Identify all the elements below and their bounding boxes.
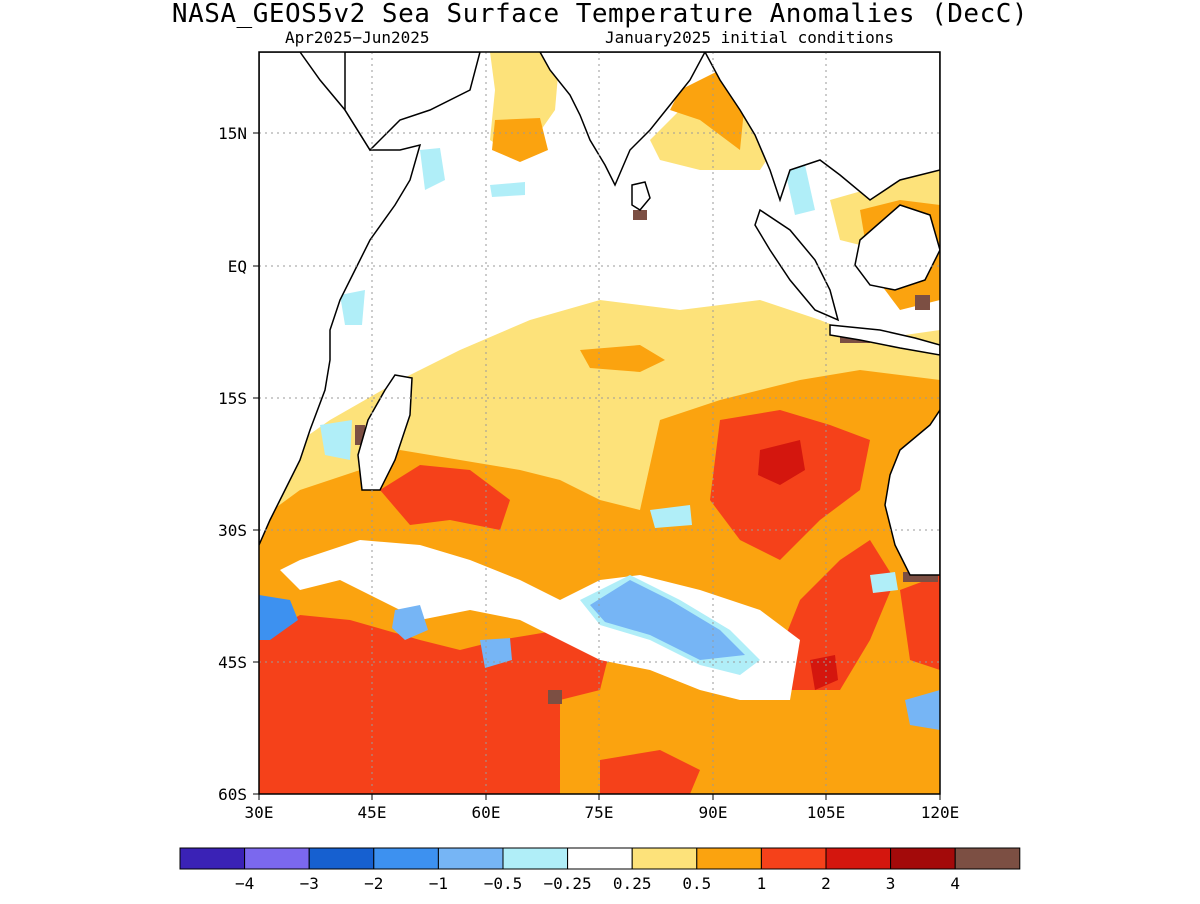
colorbar-swatch (567, 847, 633, 870)
colorbar-swatch (825, 847, 892, 870)
colorbar-label: 2 (821, 874, 831, 893)
lon-label: 30E (245, 803, 274, 822)
lat-label: 60S (218, 785, 247, 804)
anomaly-contour-neutral (280, 540, 800, 700)
lat-label: 15S (218, 389, 247, 408)
graticule (259, 52, 940, 794)
colorbar-swatch (308, 847, 375, 870)
lat-label: EQ (228, 257, 247, 276)
landmasses (259, 52, 940, 576)
colorbar-label: −4 (235, 874, 254, 893)
lon-label: 45E (358, 803, 387, 822)
axis-ticks (253, 132, 941, 800)
colorbar-label: −0.5 (484, 874, 523, 893)
colorbar-label: −0.25 (544, 874, 592, 893)
forecast-period: Apr2025−Jun2025 (285, 28, 430, 47)
lon-label: 60E (472, 803, 501, 822)
sst-anomaly-map (259, 52, 940, 794)
colorbar-label: 4 (950, 874, 960, 893)
colorbar-label: −2 (364, 874, 383, 893)
colorbar-swatch (760, 847, 827, 870)
colorbar-label: −1 (429, 874, 448, 893)
colorbar-swatch (696, 847, 762, 870)
colorbar-swatch (179, 847, 246, 870)
colorbar-swatch (244, 847, 310, 870)
colorbar-swatch (954, 847, 1021, 870)
colorbar-swatch (502, 847, 569, 870)
longitude-labels: 30E 45E 60E 75E 90E 105E 120E (245, 803, 960, 822)
colorbar-label: 0.25 (613, 874, 652, 893)
colorbar-label: 0.5 (682, 874, 711, 893)
anomaly-contour-1 (259, 615, 610, 794)
anomaly-contour-2 (758, 440, 805, 485)
latitude-labels: 15N EQ 15S 30S 45S 60S (218, 124, 247, 804)
lon-label: 105E (807, 803, 846, 822)
initial-conditions: January2025 initial conditions (605, 28, 894, 47)
lon-label: 75E (585, 803, 614, 822)
colorbar-swatch (631, 847, 698, 870)
colorbar-label: 1 (757, 874, 767, 893)
anomaly-contour-minus-1 (259, 595, 298, 640)
anomaly-contour-minus-0.5 (590, 580, 745, 660)
colorbar-swatch (437, 847, 504, 870)
lat-label: 30S (218, 521, 247, 540)
lon-label: 120E (921, 803, 960, 822)
lat-label: 15N (218, 124, 247, 143)
colorbar: −4 −3 −2 −1 −0.5 −0.25 0.25 0.5 1 2 3 4 (179, 847, 1021, 893)
colorbar-label: 3 (886, 874, 896, 893)
lat-label: 45S (218, 653, 247, 672)
lon-label: 90E (699, 803, 728, 822)
colorbar-swatch (373, 847, 439, 870)
colorbar-label: −3 (300, 874, 319, 893)
colorbar-swatch (890, 847, 956, 870)
page-title: NASA_GEOS5v2 Sea Surface Temperature Ano… (171, 0, 1029, 29)
